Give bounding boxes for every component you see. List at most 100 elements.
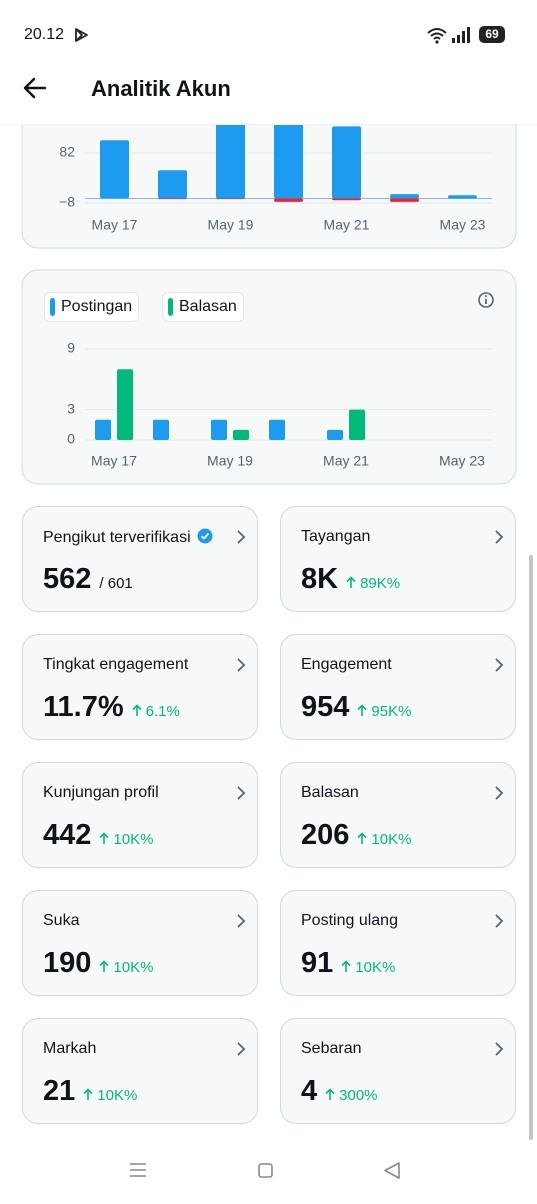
stat-label-text: Balasan: [301, 784, 359, 801]
x-tick-label: May 17: [92, 217, 138, 233]
stat-label: Kunjungan profil: [43, 784, 159, 802]
scrollbar: [529, 555, 533, 1140]
stat-number: 442: [43, 819, 92, 851]
stat-number: 954: [301, 691, 350, 723]
stat-value: 206 10K%: [301, 819, 411, 852]
stat-value: 8K 89K%: [301, 563, 400, 596]
stat-label: Suka: [43, 912, 79, 930]
back-button[interactable]: [22, 76, 48, 100]
info-icon[interactable]: [478, 292, 494, 308]
chevron: [493, 913, 505, 934]
stat-label: Tayangan: [301, 528, 370, 546]
stat-value: 21 10K%: [43, 1075, 137, 1108]
stat-change-text: 10K%: [113, 959, 154, 976]
stat-label-text: Engagement: [301, 656, 392, 673]
chevron: [493, 785, 505, 806]
stat-number: 8K: [301, 563, 339, 595]
stat-change: 6.1%: [132, 703, 180, 720]
stat-change-text: 6.1%: [145, 703, 180, 720]
page-title: Analitik Akun: [91, 76, 231, 101]
stat-value: 190 10K%: [43, 947, 153, 980]
verified-badge: [191, 528, 213, 546]
stat-card[interactable]: Sebaran 4 300%: [280, 1018, 516, 1124]
y-tick-label: 3: [67, 400, 75, 416]
up-arrow: [346, 575, 360, 592]
stat-value: 91 10K%: [301, 947, 395, 980]
stat-label: Pengikut terverifikasi: [43, 528, 213, 547]
stat-label-text: Posting ulang: [301, 912, 398, 929]
play-icon: [75, 28, 88, 42]
stat-value: 954 95K%: [301, 691, 411, 724]
chevron: [235, 785, 247, 806]
stat-number: 206: [301, 819, 350, 851]
up-arrow: [132, 703, 146, 720]
bar: [332, 126, 361, 199]
chevron: [235, 529, 247, 550]
bar: [117, 369, 133, 440]
y-tick-label: −8: [59, 194, 75, 210]
stat-label: Engagement: [301, 656, 392, 674]
chart-card: [21, 269, 517, 485]
bar: [158, 170, 187, 199]
stat-card[interactable]: Engagement 954 95K%: [280, 634, 516, 740]
stat-number: 11.7%: [43, 691, 124, 723]
stat-value: 562 / 601: [43, 563, 133, 596]
stat-label: Balasan: [301, 784, 359, 802]
bar: [332, 198, 361, 201]
stat-card[interactable]: Tayangan 8K 89K%: [280, 506, 516, 612]
bar: [448, 195, 477, 199]
chevron: [235, 1041, 247, 1062]
up-arrow: [357, 703, 371, 720]
chevron: [493, 657, 505, 678]
x-tick-label: May 21: [323, 453, 369, 469]
stat-label-text: Pengikut terverifikasi: [43, 529, 191, 546]
up-arrow: [357, 831, 371, 848]
bar: [158, 198, 187, 200]
up-arrow: [325, 1087, 339, 1104]
y-tick-label: 82: [59, 144, 75, 160]
legend-item[interactable]: Balasan: [162, 292, 244, 322]
stat-change: 89K%: [346, 575, 400, 592]
stat-label-text: Tayangan: [301, 528, 371, 545]
stat-label: Sebaran: [301, 1040, 362, 1058]
stat-label-text: Suka: [43, 912, 80, 929]
stat-label: Tingkat engagement: [43, 656, 188, 674]
bar: [95, 419, 111, 440]
bar: [274, 198, 303, 202]
stat-card[interactable]: Suka 190 10K%: [22, 890, 258, 996]
stat-change: 10K%: [357, 831, 411, 848]
stat-value: 11.7% 6.1%: [43, 691, 180, 724]
status-time: 20.12: [24, 26, 65, 43]
legend-swatch: [50, 298, 55, 316]
chevron: [235, 657, 247, 678]
stat-card[interactable]: Balasan 206 10K%: [280, 762, 516, 868]
stat-label-text: Kunjungan profil: [43, 784, 159, 801]
stat-card[interactable]: Posting ulang 91 10K%: [280, 890, 516, 996]
stat-label: Posting ulang: [301, 912, 398, 930]
bar: [211, 419, 227, 440]
stat-card[interactable]: Markah 21 10K%: [22, 1018, 258, 1124]
stat-change-text: 10K%: [113, 831, 154, 848]
stat-change-text: 89K%: [360, 575, 401, 592]
stat-change-text: 10K%: [355, 959, 396, 976]
x-tick-label: May 19: [208, 217, 254, 233]
stat-card[interactable]: Kunjungan profil 442 10K%: [22, 762, 258, 868]
stat-card[interactable]: Pengikut terverifikasi 562 / 601: [22, 506, 258, 612]
x-tick-label: May 17: [91, 453, 137, 469]
legend-label: Postingan: [61, 298, 133, 315]
stat-number: 4: [301, 1075, 318, 1107]
nav-icons: [130, 1162, 400, 1179]
x-tick-label: May 21: [324, 217, 370, 233]
stat-number: 91: [301, 947, 334, 979]
stat-total: / 601: [99, 575, 133, 592]
bar: [269, 419, 285, 440]
stat-number: 21: [43, 1075, 76, 1107]
stat-card[interactable]: Tingkat engagement 11.7% 6.1%: [22, 634, 258, 740]
stat-change: 95K%: [357, 703, 411, 720]
bar: [216, 109, 245, 199]
stat-change-text: 10K%: [371, 831, 412, 848]
legend-item[interactable]: Postingan: [44, 292, 140, 322]
x-tick-label: May 23: [439, 453, 485, 469]
stat-change-text: 300%: [339, 1087, 378, 1104]
